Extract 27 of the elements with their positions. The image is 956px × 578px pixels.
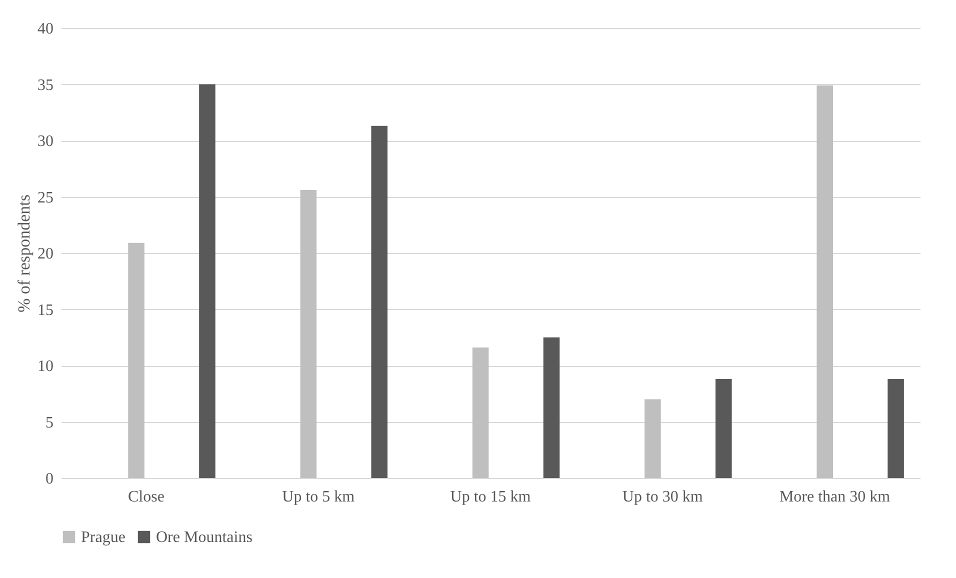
bar	[644, 399, 661, 478]
x-tick-label: More than 30 km	[779, 488, 891, 506]
y-axis-title: % of respondents	[14, 194, 34, 313]
y-tick-label: 15	[38, 302, 54, 319]
bar	[371, 126, 388, 478]
y-tick-label: 5	[46, 414, 54, 432]
bar	[472, 348, 489, 478]
y-tick-label: 25	[38, 189, 54, 206]
x-tick-label: Up to 5 km	[282, 488, 356, 506]
bar	[199, 84, 216, 478]
bar	[128, 242, 144, 478]
bar	[543, 337, 560, 478]
y-tick-label: 30	[38, 133, 54, 150]
bar	[716, 379, 732, 478]
y-tick-label: 10	[38, 358, 54, 375]
y-tick-label: 40	[38, 20, 54, 38]
y-tick-label: 20	[38, 246, 54, 262]
legend-label: Ore Mountains	[156, 529, 252, 546]
x-tick-label: Close	[128, 488, 164, 506]
bar	[300, 190, 317, 478]
bar	[816, 85, 833, 478]
x-tick-label: Up to 15 km	[450, 488, 532, 506]
legend-label: Prague	[81, 529, 126, 546]
bar	[888, 379, 904, 478]
x-tick-label: Up to 30 km	[622, 488, 704, 506]
y-tick-label: 35	[38, 76, 54, 94]
y-tick-label: 0	[46, 470, 54, 488]
